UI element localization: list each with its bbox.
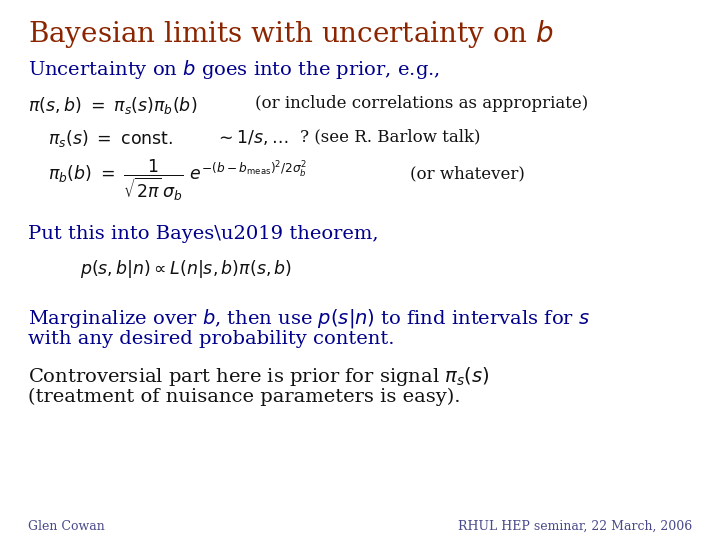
Text: (or whatever): (or whatever) [410, 165, 525, 182]
Text: (treatment of nuisance parameters is easy).: (treatment of nuisance parameters is eas… [28, 388, 461, 406]
Text: RHUL HEP seminar, 22 March, 2006: RHUL HEP seminar, 22 March, 2006 [458, 520, 692, 533]
Text: Controversial part here is prior for signal $\pi_s(s)$: Controversial part here is prior for sig… [28, 365, 490, 388]
Text: Glen Cowan: Glen Cowan [28, 520, 104, 533]
Text: with any desired probability content.: with any desired probability content. [28, 330, 395, 348]
Text: $\pi_b(b)\ =\ \dfrac{1}{\sqrt{2\pi}\,\sigma_b}\ e^{-(b-b_{\mathrm{meas}})^2/2\si: $\pi_b(b)\ =\ \dfrac{1}{\sqrt{2\pi}\,\si… [48, 158, 307, 204]
Text: $\sim 1/s,\ldots$: $\sim 1/s,\ldots$ [215, 128, 289, 147]
Text: Bayesian limits with uncertainty on $b$: Bayesian limits with uncertainty on $b$ [28, 18, 554, 50]
Text: $\pi_s(s)\ =\ \mathrm{const.}$: $\pi_s(s)\ =\ \mathrm{const.}$ [48, 128, 174, 149]
Text: Put this into Bayes\u2019 theorem,: Put this into Bayes\u2019 theorem, [28, 225, 379, 243]
Text: $\pi(s,b)\ =\ \pi_s(s)\pi_b(b)$: $\pi(s,b)\ =\ \pi_s(s)\pi_b(b)$ [28, 95, 197, 116]
Text: Uncertainty on $b$ goes into the prior, e.g.,: Uncertainty on $b$ goes into the prior, … [28, 58, 440, 81]
Text: $p(s,b|n) \propto L(n|s,b)\pi(s,b)$: $p(s,b|n) \propto L(n|s,b)\pi(s,b)$ [80, 258, 292, 280]
Text: (or include correlations as appropriate): (or include correlations as appropriate) [255, 95, 588, 112]
Text: Marginalize over $b$, then use $p(s|n)$ to find intervals for $s$: Marginalize over $b$, then use $p(s|n)$ … [28, 307, 590, 330]
Text: ? (see R. Barlow talk): ? (see R. Barlow talk) [300, 128, 480, 145]
